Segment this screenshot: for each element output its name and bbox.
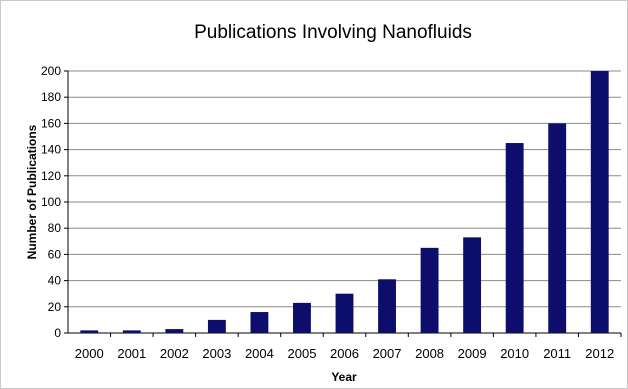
x-tick-label: 2010	[500, 346, 529, 361]
x-tick-label: 2001	[117, 346, 146, 361]
y-tick-label: 180	[41, 90, 61, 104]
plot-area: 0 20 40 60 80 100 120 140 160 180 200 2000 2001 2002 2…	[41, 64, 622, 361]
bar-2002	[165, 329, 184, 333]
bar-2003	[207, 319, 226, 333]
x-tick-label: 2008	[415, 346, 444, 361]
chart-title: Publications Involving Nanofluids	[194, 22, 472, 43]
bar-2000	[80, 330, 99, 333]
y-tick-label: 200	[41, 64, 61, 78]
x-tick-label: 2006	[330, 346, 359, 361]
y-tick-label: 160	[41, 116, 61, 130]
y-axis-title: Number of Publications	[25, 124, 39, 259]
x-tick-label: 2009	[458, 346, 487, 361]
bar-2008	[420, 247, 439, 333]
bar-2001	[122, 330, 141, 333]
y-tick-label: 60	[48, 247, 62, 261]
y-tick-label: 80	[48, 221, 62, 235]
y-tick-label: 40	[48, 274, 62, 288]
y-tick-label: 0	[54, 326, 61, 340]
x-tick-label: 2012	[585, 346, 614, 361]
y-tick-label: 140	[41, 143, 61, 157]
x-tick-label: 2000	[75, 346, 104, 361]
bar-2004	[250, 312, 269, 333]
bar-2006	[335, 293, 354, 333]
bar-2005	[293, 302, 311, 333]
bar-2011	[548, 123, 567, 334]
x-tick-label: 2007	[373, 346, 402, 361]
x-tick-label: 2004	[245, 346, 274, 361]
bar-2009	[463, 237, 482, 333]
y-tick-label: 120	[41, 169, 61, 183]
y-tick-label: 20	[48, 300, 62, 314]
bar-2012	[590, 71, 609, 333]
x-tick-label: 2003	[202, 346, 231, 361]
y-tick-label: 100	[41, 195, 61, 209]
bar-2007	[378, 279, 396, 333]
x-tick-label: 2005	[288, 346, 317, 361]
x-tick-label: 2011	[543, 346, 571, 361]
x-axis-title: Year	[331, 370, 357, 384]
x-tick-label: 2002	[160, 346, 189, 361]
bar-2010	[505, 143, 524, 333]
